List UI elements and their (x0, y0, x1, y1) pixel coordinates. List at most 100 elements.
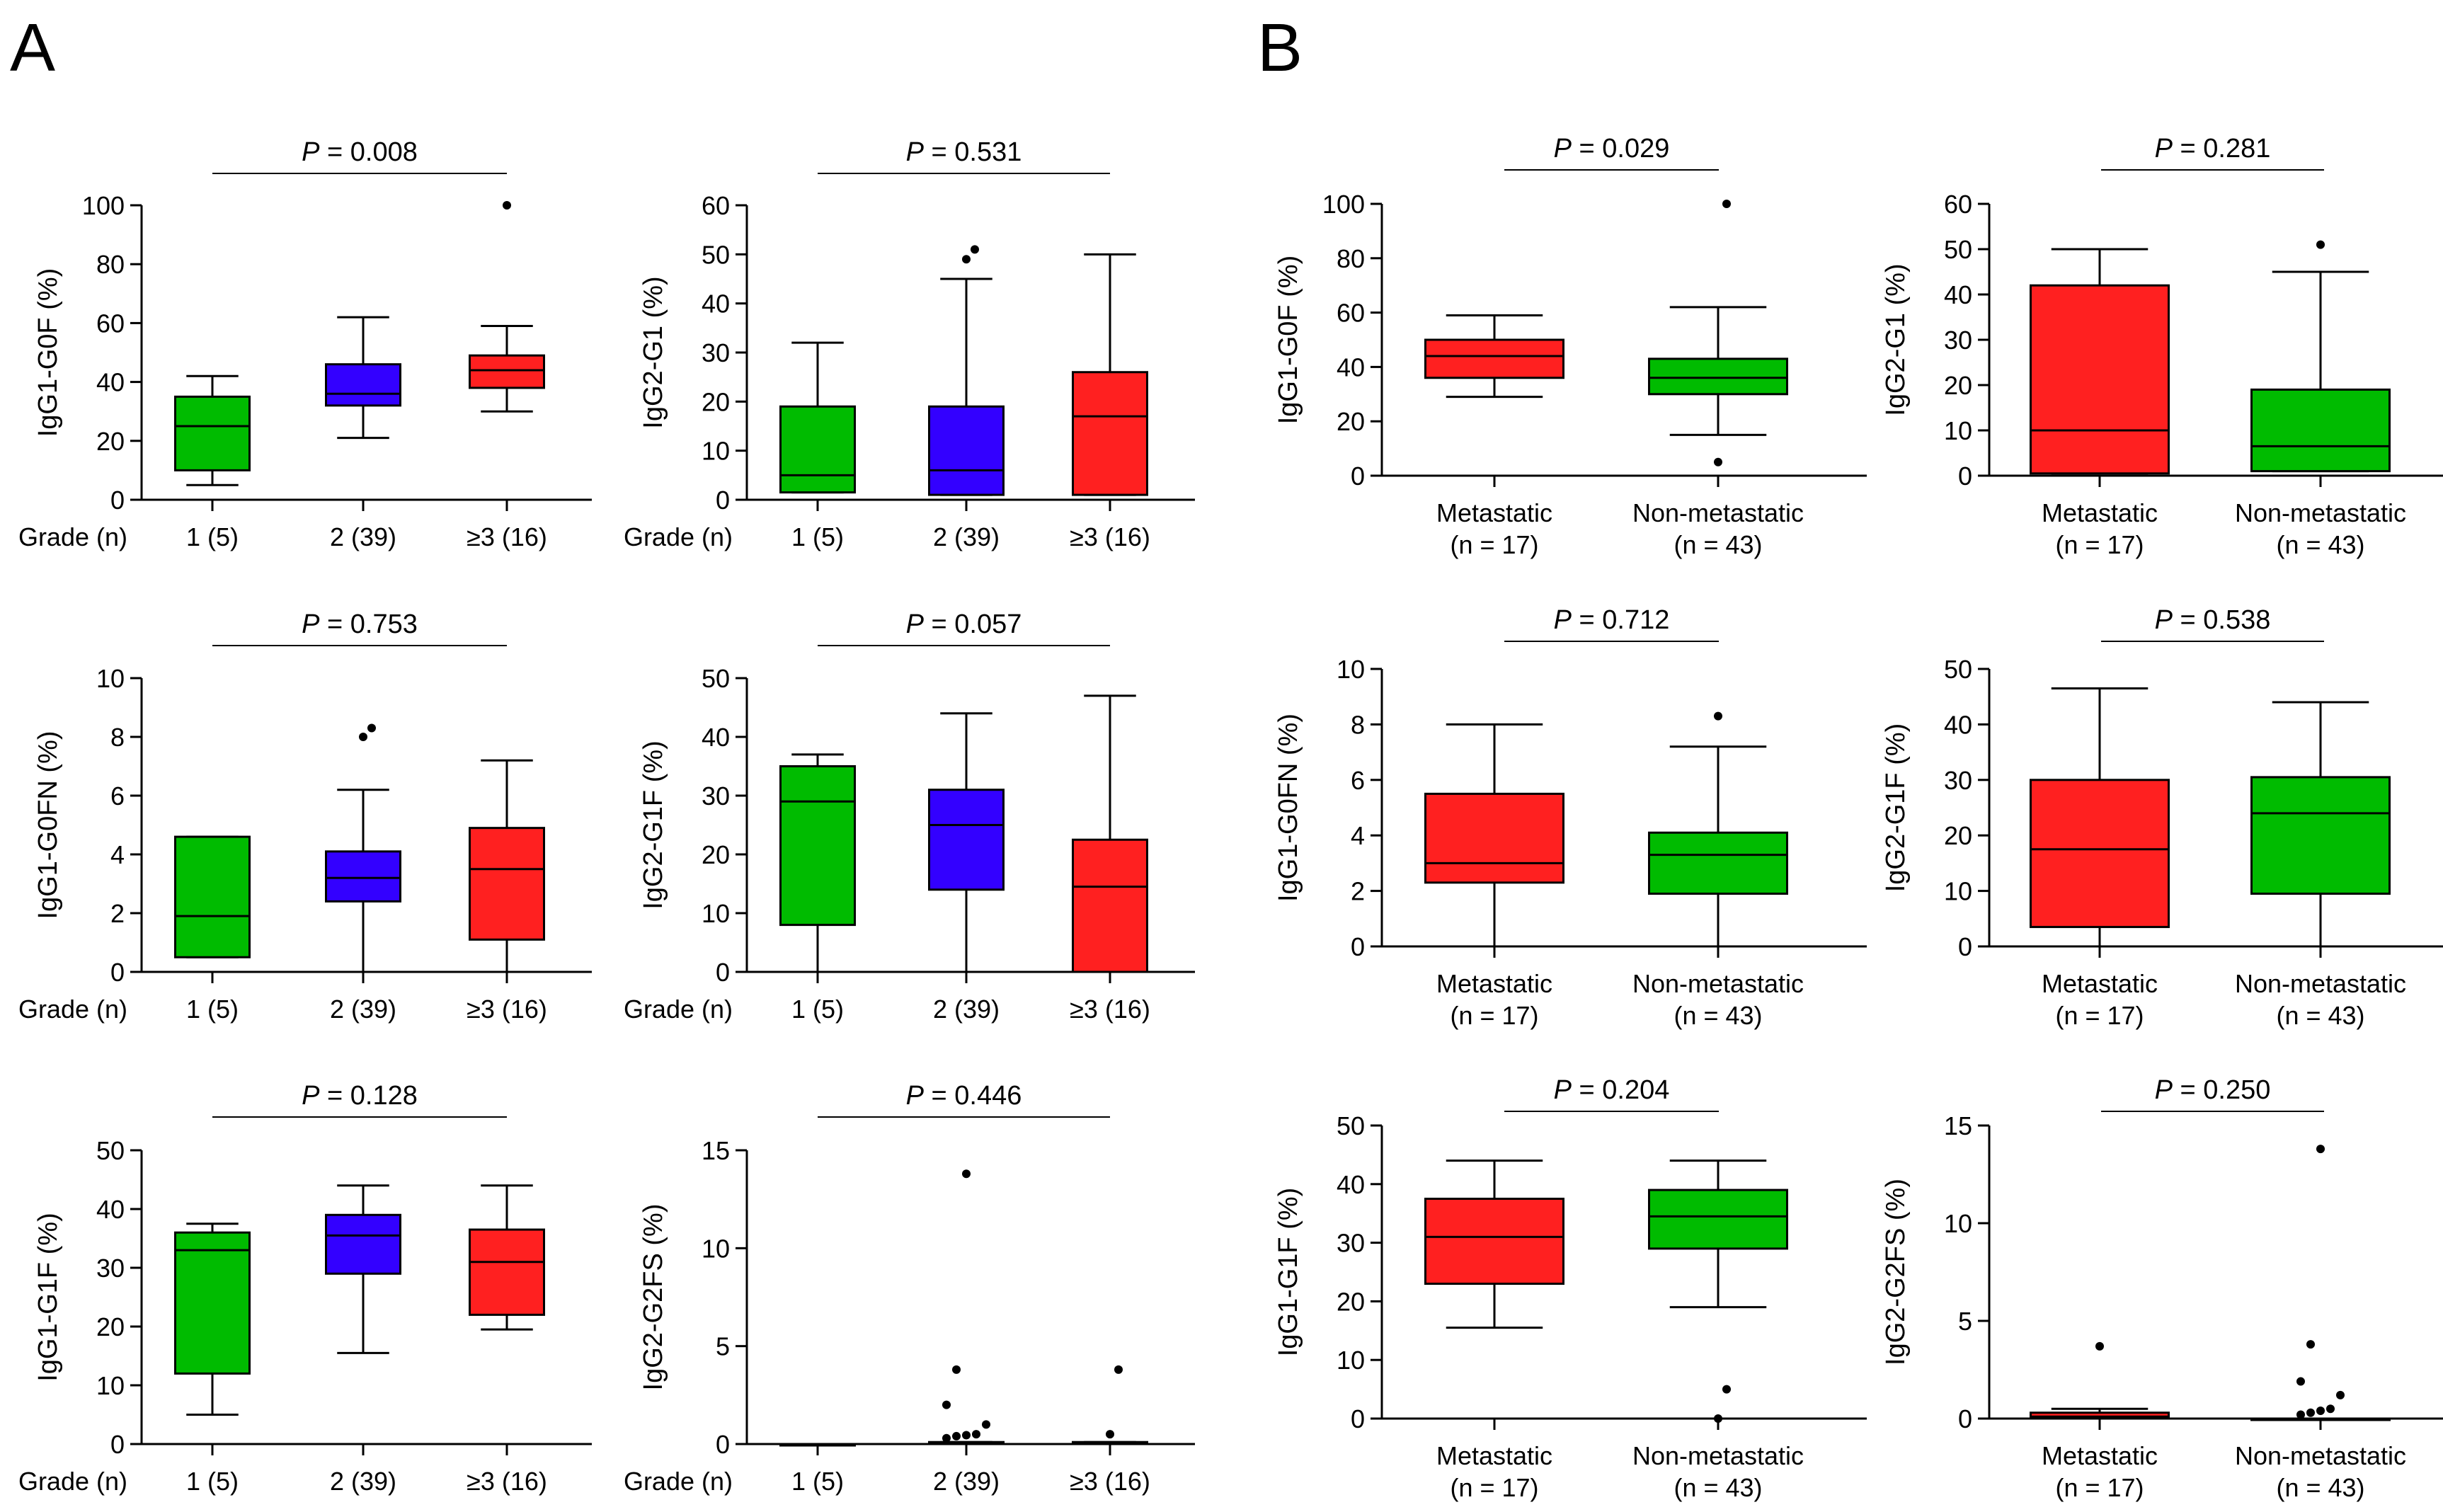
box-iqr (779, 405, 856, 494)
x-tick-count-label: (n = 43) (2276, 1001, 2364, 1030)
box-iqr (174, 1231, 251, 1375)
p-value-number: = 0.128 (319, 1081, 417, 1111)
box-1 (779, 1443, 856, 1447)
x-tick-label: 2 (39) (933, 995, 1000, 1024)
x-tick-label: Non-metastatic (2235, 969, 2406, 998)
x-tick-count-label: (n = 43) (2276, 530, 2364, 559)
panel-a-label: A (10, 10, 55, 86)
y-tick-label: 20 (702, 387, 730, 416)
chart-a-4: 0 10 20 30 40 50 IgG2-G1F (%) 1 (5) 2 (39) ≥3 (16… (624, 609, 1195, 1024)
box-2 (325, 723, 401, 973)
chart-b-6: 0 5 10 15 IgG2-G2FS (%) Metastatic (n = 17) Non… (1881, 1075, 2443, 1502)
chart-b-3: 0 2 4 6 8 10 IgG1-G0FN (%) Metastatic (n = 17) No… (1274, 605, 1867, 1030)
x-tick-label: 1 (5) (791, 995, 844, 1024)
y-tick-label: 10 (1944, 877, 1972, 906)
box-2 (928, 712, 1005, 973)
outlier-point (962, 1431, 971, 1440)
y-tick-label: 2 (110, 899, 125, 928)
y-tick-label: 10 (96, 664, 125, 693)
p-value-label: P = 0.712 (1554, 605, 1670, 635)
y-tick-label: 20 (702, 840, 730, 869)
y-tick-label: 100 (82, 191, 125, 220)
y-tick-label: 100 (1322, 190, 1365, 219)
chart-a-5: 0 10 20 30 40 50 IgG1-G1F (%) 1 (5) 2 (39) ≥3 (16… (18, 1081, 592, 1496)
box-2 (1648, 711, 1788, 948)
y-tick-label: 15 (1944, 1111, 1972, 1140)
p-value-number: = 0.204 (1572, 1075, 1669, 1105)
outlier-point (367, 723, 376, 733)
outlier-point (1114, 1365, 1123, 1374)
box-iqr (469, 1228, 545, 1316)
p-value-symbol: P (906, 137, 925, 167)
outlier-point (962, 1169, 971, 1179)
x-tick-label: ≥3 (16) (1070, 1467, 1150, 1496)
p-value-symbol: P (302, 137, 320, 167)
y-tick-label: 30 (96, 1254, 125, 1283)
box-2 (928, 245, 1005, 496)
box-iqr (325, 850, 401, 903)
outlier-point (2296, 1377, 2305, 1386)
outlier-point (972, 1430, 980, 1439)
y-tick-label: 10 (1337, 655, 1365, 684)
box-iqr (469, 827, 545, 941)
outlier-point (1714, 1414, 1722, 1423)
y-tick-label: 20 (96, 1312, 125, 1341)
x-tick-count-label: (n = 43) (1674, 1001, 1762, 1030)
box-iqr (174, 835, 251, 958)
y-tick-label: 20 (1337, 407, 1365, 436)
y-tick-label: 40 (96, 368, 125, 397)
y-tick-label: 15 (702, 1136, 730, 1165)
x-tick-label: Metastatic (1436, 969, 1552, 998)
box-iqr (779, 765, 856, 927)
y-tick-label: 40 (1337, 353, 1365, 382)
p-value-label: P = 0.753 (302, 609, 418, 639)
outlier-point (971, 245, 979, 254)
box-1 (2030, 1341, 2170, 1420)
y-tick-label: 0 (1958, 462, 1972, 491)
outlier-point (2326, 1404, 2335, 1414)
x-tick-label: 1 (5) (186, 522, 239, 551)
box-iqr (928, 789, 1005, 891)
x-tick-label: Metastatic (2042, 969, 2158, 998)
outlier-point (1714, 711, 1722, 721)
y-axis-label: IgG1-G0F (%) (1274, 256, 1303, 425)
y-tick-label: 60 (96, 309, 125, 338)
y-tick-label: 2 (1351, 877, 1365, 906)
p-value-number: = 0.712 (1572, 605, 1669, 635)
p-value-number: = 0.753 (319, 609, 417, 639)
box-1 (174, 374, 251, 486)
p-value-symbol: P (1554, 1075, 1572, 1105)
panel-b-label: B (1257, 10, 1303, 86)
y-tick-label: 30 (1944, 326, 1972, 355)
y-tick-label: 80 (1337, 244, 1365, 273)
y-tick-label: 20 (96, 427, 125, 456)
p-value-number: = 0.538 (2173, 605, 2270, 635)
box-3 (1072, 694, 1148, 973)
x-tick-label: Non-metastatic (1632, 498, 1804, 527)
x-tick-label: 1 (5) (186, 995, 239, 1024)
y-tick-label: 30 (1944, 766, 1972, 795)
box-iqr (1648, 1189, 1788, 1250)
p-value-symbol: P (2155, 1075, 2173, 1105)
box-iqr (2250, 776, 2391, 895)
y-tick-label: 50 (1944, 235, 1972, 264)
p-value-symbol: P (906, 1081, 925, 1111)
y-axis-label: IgG1-G0F (%) (33, 268, 63, 437)
y-tick-label: 40 (702, 290, 730, 319)
box-2 (325, 316, 401, 440)
x-tick-label: Non-metastatic (1632, 969, 1804, 998)
box-iqr (174, 395, 251, 471)
y-tick-label: 10 (96, 1371, 125, 1400)
box-2 (928, 1169, 1005, 1445)
p-value-label: P = 0.128 (302, 1081, 418, 1111)
y-tick-label: 0 (1958, 932, 1972, 961)
p-value-label: P = 0.057 (906, 609, 1022, 639)
x-tick-label: 2 (39) (330, 1467, 396, 1496)
box-1 (174, 835, 251, 958)
y-tick-label: 5 (716, 1332, 730, 1361)
y-tick-label: 0 (1351, 1404, 1365, 1433)
y-tick-label: 6 (1351, 766, 1365, 795)
y-tick-label: 40 (702, 723, 730, 752)
